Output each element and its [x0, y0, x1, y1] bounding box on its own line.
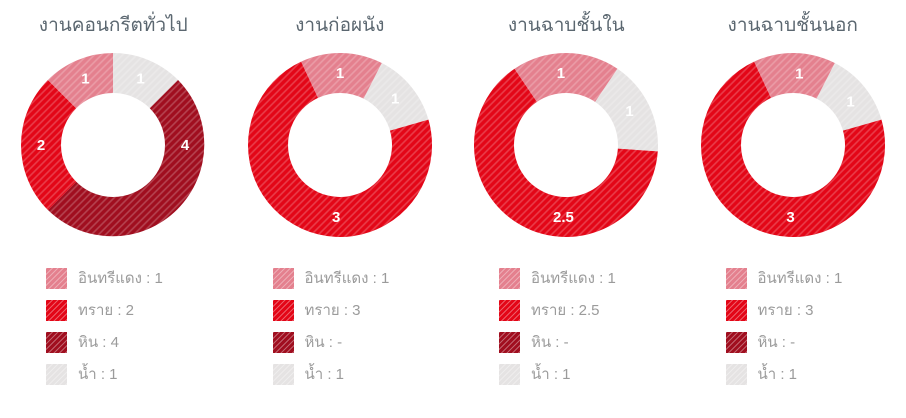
donut-chart: 1 4 2 1	[21, 53, 206, 237]
legend-swatch	[499, 267, 520, 289]
segment-value-label: 1	[795, 65, 803, 82]
legend-item: น้ำ : 1	[46, 358, 227, 390]
legend-label: อินทรีแดง : 1	[531, 270, 616, 287]
legend-label: ทราย : 3	[757, 302, 814, 319]
segment-value-label: 1	[626, 103, 634, 120]
segment-value-label: 1	[391, 91, 399, 108]
legend-item: อินทรีแดง : 1	[499, 262, 680, 294]
donut-chart: 1 3 1	[700, 53, 885, 237]
legend-swatch	[725, 331, 747, 353]
chart-title: งานคอนกรีตทั่วไป	[38, 15, 188, 36]
legend-item: หิน : -	[272, 326, 454, 358]
legend-label: น้ำ : 1	[78, 366, 118, 383]
segment-value-label: 4	[181, 137, 190, 154]
legend-item: ทราย : 2.5	[499, 294, 680, 326]
chart-card-inner-plaster: งานฉาบชั้นใน 1 2.5 1 อินทรีแดง : 1 ทราย : …	[453, 0, 680, 418]
chart-title: งานก่อผนัง	[295, 15, 385, 36]
legend-label: อินทรีแดง : 1	[78, 270, 163, 287]
legend-item: ทราย : 3	[272, 294, 454, 326]
segment-value-label: 1	[82, 70, 90, 87]
segment-value-label: 2.5	[553, 209, 574, 226]
legend: อินทรีแดง : 1 ทราย : 2 หิน : 4 น้ำ : 1	[0, 262, 227, 390]
legend-label: หิน : -	[757, 334, 796, 351]
legend-swatch	[46, 299, 67, 321]
legend-label: น้ำ : 1	[304, 366, 345, 383]
chart-card-concrete: งานคอนกรีตทั่วไป 1 4 2 1 อินทรีแดง : 1 ทราย…	[0, 0, 227, 418]
legend-item: หิน : -	[725, 326, 906, 358]
legend-swatch	[725, 299, 747, 321]
legend-label: ทราย : 2.5	[531, 302, 600, 319]
legend-label: หิน : -	[304, 334, 343, 351]
legend-swatch	[272, 267, 294, 289]
legend-swatch	[272, 299, 294, 321]
legend-swatch	[725, 363, 747, 385]
donut-chart: 12.51	[474, 52, 659, 237]
legend-item: อินทรีแดง : 1	[725, 262, 906, 294]
legend-swatch	[499, 363, 520, 385]
segment-value-label: 3	[332, 209, 340, 226]
legend-item: หิน : -	[499, 326, 680, 358]
segment-value-label: 3	[786, 209, 794, 226]
legend-swatch	[46, 331, 67, 353]
segment-value-label: 2	[37, 137, 45, 154]
segment-value-label: 1	[137, 70, 145, 87]
legend-swatch	[46, 267, 67, 289]
legend-swatch	[499, 299, 520, 321]
segment-value-label: 1	[557, 65, 565, 82]
legend-item: น้ำ : 1	[499, 358, 680, 390]
chart-title: งานฉาบชั้นนอก	[727, 15, 858, 36]
legend-label: น้ำ : 1	[531, 366, 571, 383]
chart-card-masonry: งานก่อผนัง 1 3 1 อินทรีแดง : 1 ทราย : 3 หิ…	[227, 0, 454, 418]
legend-item: หิน : 4	[46, 326, 227, 358]
legend: อินทรีแดง : 1 ทราย : 3 หิน : - น้ำ : 1	[227, 262, 454, 390]
legend-label: น้ำ : 1	[757, 366, 798, 383]
legend-swatch	[272, 331, 294, 353]
legend-item: ทราย : 3	[725, 294, 906, 326]
legend-item: อินทรีแดง : 1	[46, 262, 227, 294]
chart-title: งานฉาบชั้นใน	[507, 15, 625, 36]
legend-swatch	[725, 267, 747, 289]
donut-chart: 1 3 1	[247, 53, 432, 237]
legend-item: ทราย : 2	[46, 294, 227, 326]
legend-swatch	[46, 363, 67, 385]
legend-swatch	[499, 331, 520, 353]
legend-label: ทราย : 3	[304, 302, 361, 319]
chart-card-outer-plaster: งานฉาบชั้นนอก 1 3 1 อินทรีแดง : 1 ทราย : 3…	[680, 0, 906, 418]
segment-value-label: 1	[846, 94, 854, 111]
legend-label: ทราย : 2	[78, 302, 135, 319]
legend-swatch	[272, 363, 294, 385]
legend-item: น้ำ : 1	[272, 358, 454, 390]
legend-item: น้ำ : 1	[725, 358, 906, 390]
legend-label: หิน : 4	[78, 334, 119, 351]
legend-label: หิน : -	[531, 334, 569, 351]
legend: อินทรีแดง : 1 ทราย : 3 หิน : - น้ำ : 1	[680, 262, 906, 390]
legend-label: อินทรีแดง : 1	[757, 270, 843, 287]
legend-item: อินทรีแดง : 1	[272, 262, 454, 294]
segment-value-label: 1	[336, 65, 344, 82]
legend-label: อินทรีแดง : 1	[304, 270, 390, 287]
legend: อินทรีแดง : 1 ทราย : 2.5 หิน : - น้ำ : 1	[453, 262, 680, 390]
